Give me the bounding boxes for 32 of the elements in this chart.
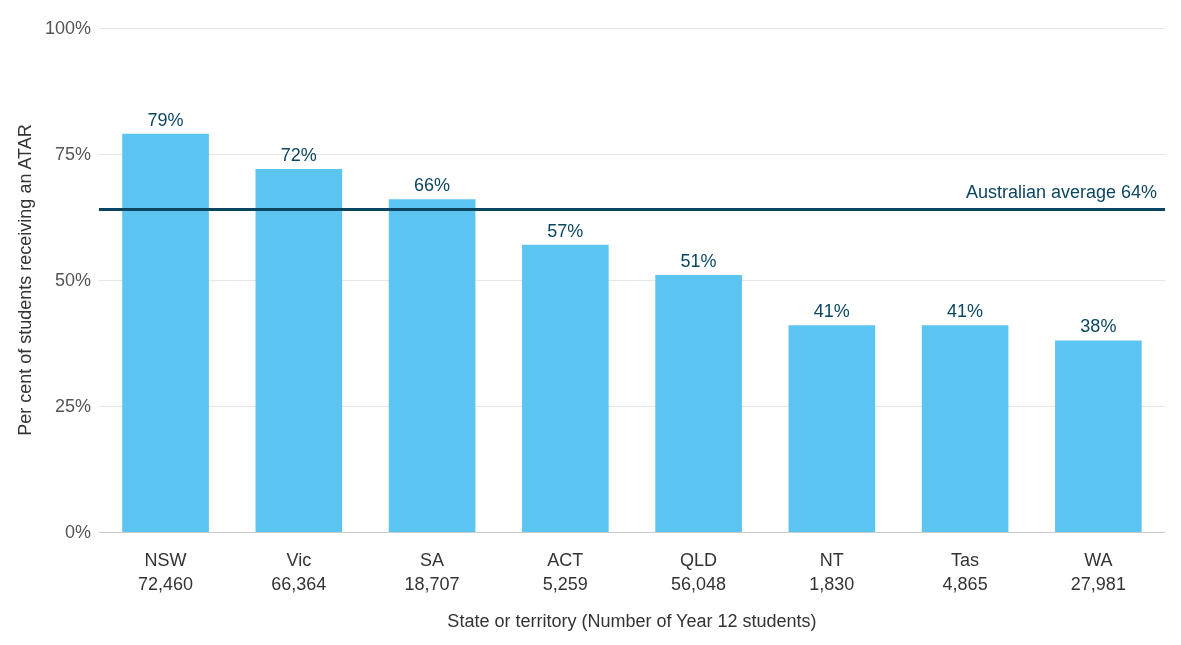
y-tick-label: 50% (54, 270, 91, 290)
y-tick-label: 75% (54, 144, 91, 164)
data-label: 51% (680, 250, 717, 271)
bar (921, 325, 1009, 532)
y-tick-label: 25% (54, 396, 91, 416)
data-label: 38% (1080, 316, 1117, 337)
y-axis-title: Per cent of students receiving an ATAR (15, 124, 35, 436)
bar (655, 274, 742, 532)
x-axis-title: State or territory (Number of Year 12 students) (447, 611, 817, 631)
data-label: 41% (813, 301, 850, 322)
y-tick-label: 0% (64, 522, 91, 542)
data-label: 66% (414, 175, 451, 196)
bar (1055, 340, 1142, 532)
bar (788, 325, 876, 532)
bar (388, 199, 476, 532)
data-label: 72% (280, 145, 317, 166)
x-tick-label: NT 1,830 (809, 550, 855, 594)
data-label: 79% (147, 109, 184, 130)
bar (522, 244, 609, 532)
x-tick-label: QLD 56,048 (671, 550, 727, 594)
data-label: 57% (547, 220, 584, 241)
ref-line-label: Australian average 64% (965, 182, 1157, 203)
data-label: 41% (947, 301, 984, 322)
bar (255, 169, 343, 532)
x-tick-label: NSW 72,460 (138, 550, 194, 594)
x-tick-label: ACT 5,259 (542, 550, 588, 594)
x-tick-label: WA 27,981 (1070, 550, 1126, 594)
x-tick-label: Vic 66,364 (271, 550, 327, 594)
bar (122, 133, 209, 532)
x-tick-label: Tas 4,865 (942, 550, 988, 594)
x-tick-label: SA 18,707 (404, 550, 460, 594)
y-tick-label: 100% (44, 18, 91, 38)
